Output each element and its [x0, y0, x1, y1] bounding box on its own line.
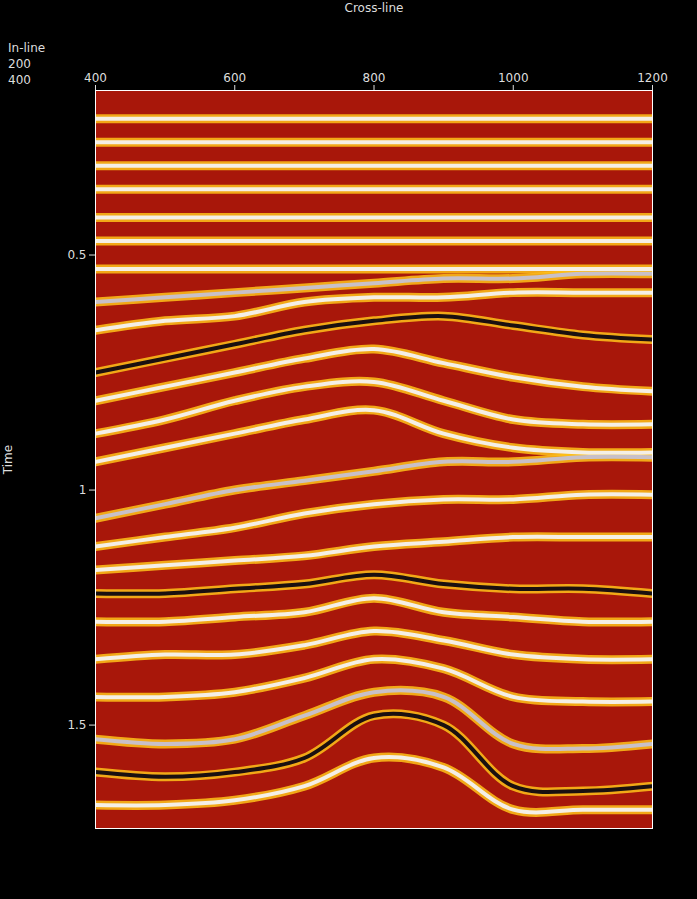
html-text:200: 200	[8, 57, 31, 71]
svg-text:600: 600	[223, 71, 246, 85]
svg-text:Time: Time	[1, 445, 15, 475]
html-text:400: 400	[8, 73, 31, 87]
svg-text:Cross-line: Cross-line	[345, 1, 404, 15]
svg-text:1: 1	[79, 483, 87, 497]
svg-text:0.5: 0.5	[67, 248, 86, 262]
svg-text:400: 400	[84, 71, 107, 85]
svg-text:1.5: 1.5	[67, 718, 86, 732]
svg-text:1000: 1000	[498, 71, 529, 85]
svg-text:1200: 1200	[637, 71, 668, 85]
html-text:In-line: In-line	[8, 41, 46, 55]
svg-text:800: 800	[363, 71, 386, 85]
